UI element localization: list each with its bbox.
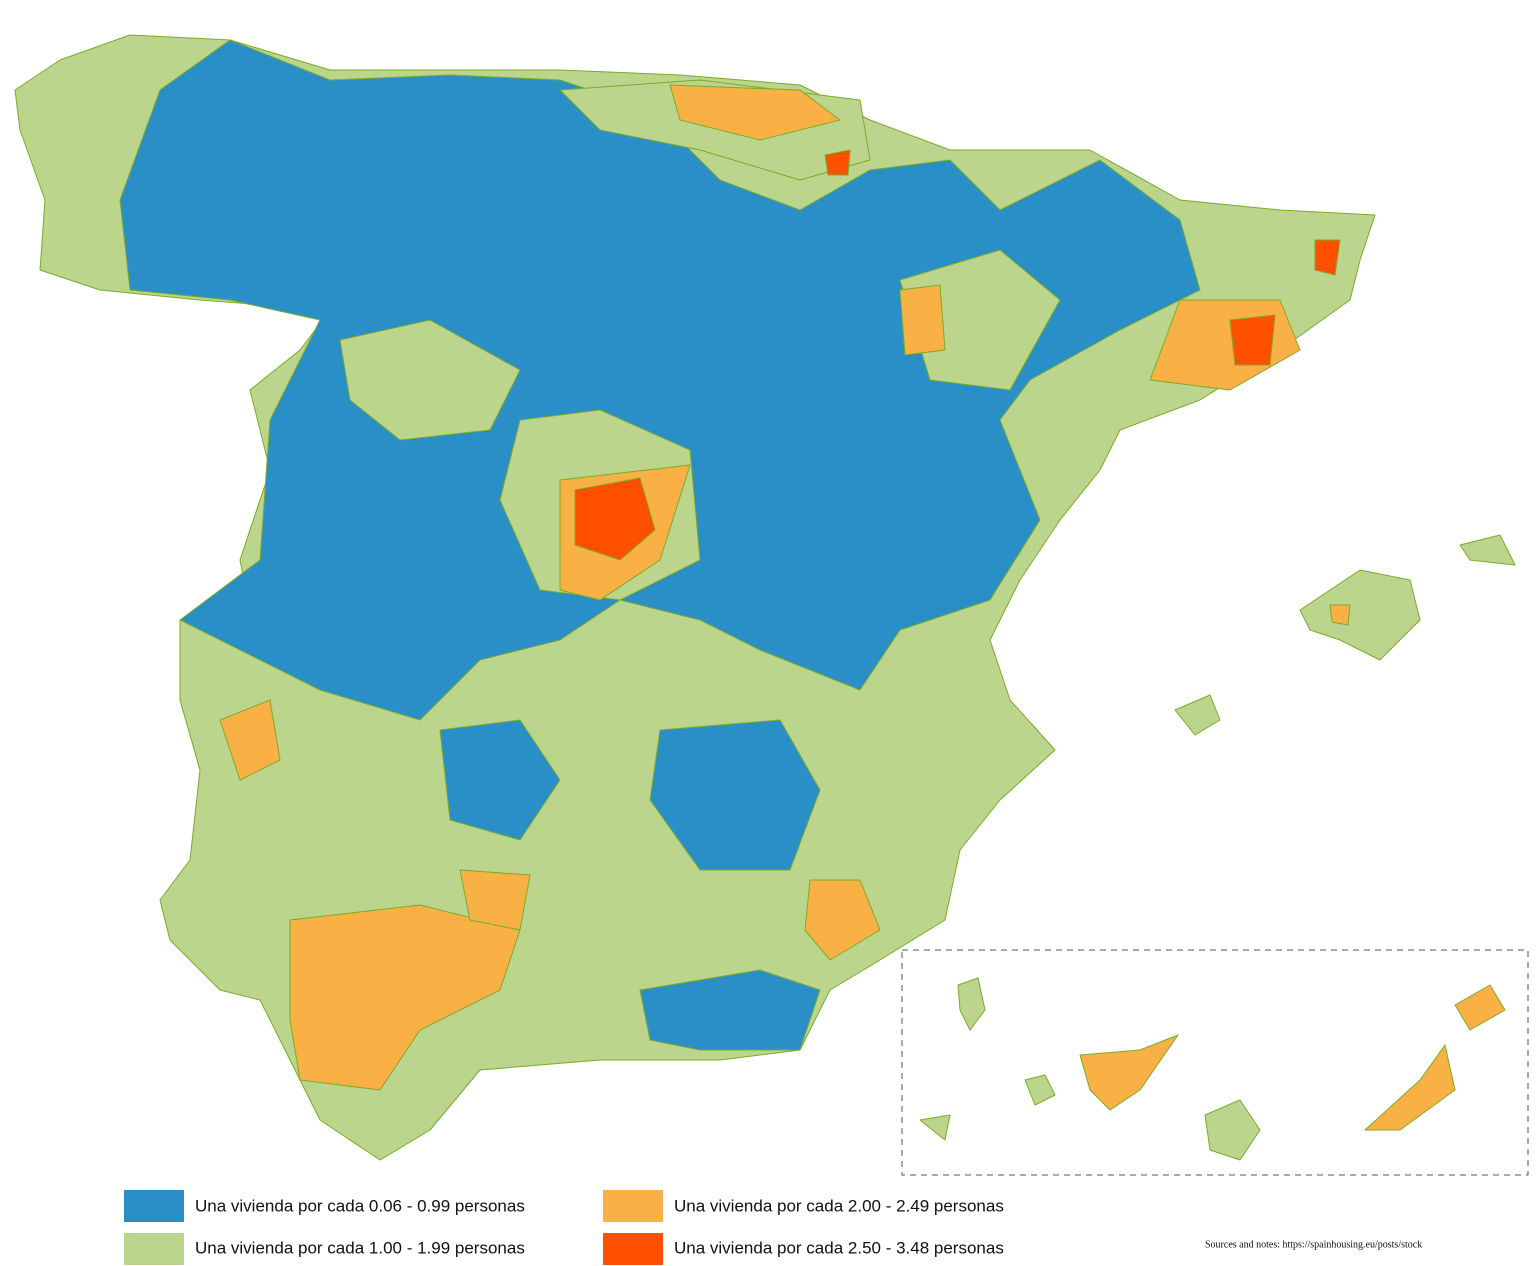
legend-swatch [603, 1233, 663, 1265]
canary-islands [919, 977, 1506, 1161]
region [459, 869, 531, 931]
region [1079, 1034, 1179, 1111]
region [574, 477, 656, 561]
canary-inset [901, 949, 1529, 1176]
region [289, 904, 521, 1091]
region [1459, 534, 1516, 566]
source-note: Sources and notes: https://spainhousing.… [1205, 1239, 1422, 1250]
region [1299, 569, 1421, 661]
region [899, 284, 946, 356]
region [1024, 1074, 1056, 1106]
region [1314, 239, 1341, 276]
region [1329, 604, 1351, 626]
region [804, 879, 881, 961]
legend-swatch [124, 1233, 184, 1265]
mainland [14, 34, 1376, 1161]
legend-label: Una vivienda por cada 1.00 - 1.99 person… [195, 1238, 525, 1257]
region [919, 1114, 951, 1141]
legend-label: Una vivienda por cada 2.00 - 2.49 person… [674, 1196, 1004, 1215]
region [439, 719, 561, 841]
region [1454, 984, 1506, 1031]
legend-label: Una vivienda por cada 0.06 - 0.99 person… [195, 1196, 525, 1215]
region [219, 699, 281, 781]
legend-swatch [603, 1190, 663, 1222]
region [824, 149, 851, 176]
region [1174, 694, 1221, 736]
region [339, 319, 521, 441]
region [639, 969, 821, 1051]
legend: Una vivienda por cada 0.06 - 0.99 person… [124, 1190, 1004, 1265]
region [669, 84, 841, 141]
region [1364, 1044, 1456, 1131]
legend-label: Una vivienda por cada 2.50 - 3.48 person… [674, 1238, 1004, 1257]
legend-swatch [124, 1190, 184, 1222]
region [1204, 1099, 1261, 1161]
region [1229, 314, 1276, 366]
region [649, 719, 821, 871]
balearic-islands [1174, 534, 1516, 736]
region [957, 977, 986, 1031]
